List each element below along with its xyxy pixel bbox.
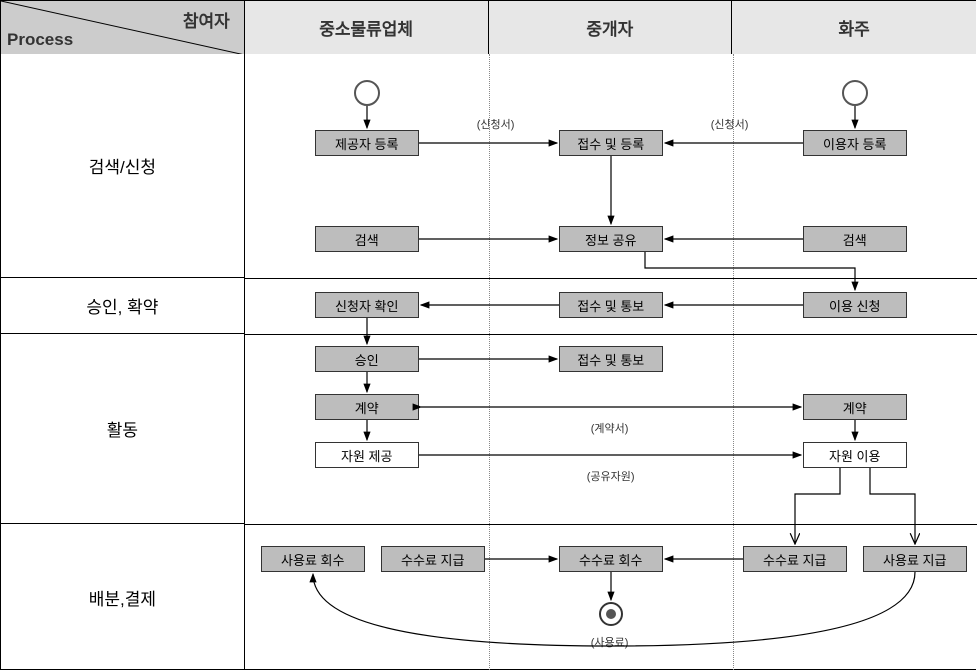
end-circle	[599, 602, 623, 626]
header-process: Process	[7, 30, 73, 50]
process-row-distribute: 배분,결제	[1, 524, 244, 670]
node-contract2: 계약	[803, 394, 907, 420]
node-use-apply: 이용 신청	[803, 292, 907, 318]
label-contract-doc: (계약서)	[591, 420, 629, 436]
process-row-search: 검색/신청	[1, 54, 244, 278]
hline-1	[245, 278, 977, 279]
node-receive-notify2: 접수 및 통보	[559, 346, 663, 372]
node-commission-pay1: 수수료 지급	[381, 546, 485, 572]
node-info-share: 정보 공유	[559, 226, 663, 252]
node-provider-reg: 제공자 등록	[315, 130, 419, 156]
label-shared-res: (공유자원)	[587, 468, 635, 484]
header-participants: 참여자	[183, 7, 230, 32]
content-area: 제공자 등록 접수 및 등록 이용자 등록 검색 정보 공유 검색 신청자 확인…	[245, 54, 976, 670]
node-commission-recover: 수수료 회수	[559, 546, 663, 572]
node-applicant-check: 신청자 확인	[315, 292, 419, 318]
node-commission-pay2: 수수료 지급	[743, 546, 847, 572]
node-resource-provide: 자원 제공	[315, 442, 419, 468]
label-app1: (신청서)	[477, 116, 515, 132]
label-app2: (신청서)	[711, 116, 749, 132]
body-area: 검색/신청 승인, 확약 활동 배분,결제 제공자 등록 접수 및 등록 이용자…	[1, 54, 976, 670]
header-col2: 중개자	[489, 1, 733, 54]
process-column: 검색/신청 승인, 확약 활동 배분,결제	[1, 54, 245, 670]
node-contract1: 계약	[315, 394, 419, 420]
hline-2	[245, 334, 977, 335]
vline-1	[489, 54, 490, 670]
node-fee-pay: 사용료 지급	[863, 546, 967, 572]
node-receive-notify1: 접수 및 통보	[559, 292, 663, 318]
process-row-activity: 활동	[1, 334, 244, 524]
node-search1: 검색	[315, 226, 419, 252]
vline-2	[733, 54, 734, 670]
node-fee-recover: 사용료 회수	[261, 546, 365, 572]
label-usage-fee: (사용료)	[591, 634, 629, 650]
node-approve: 승인	[315, 346, 419, 372]
header-diagonal: 참여자 Process	[1, 1, 245, 54]
node-resource-use: 자원 이용	[803, 442, 907, 468]
header-col1: 중소물류업체	[245, 1, 489, 54]
node-user-reg: 이용자 등록	[803, 130, 907, 156]
start-circle-2	[842, 80, 868, 106]
header-row: 참여자 Process 중소물류업체 중개자 화주	[1, 0, 976, 54]
start-circle-1	[354, 80, 380, 106]
node-search2: 검색	[803, 226, 907, 252]
process-diagram: 참여자 Process 중소물류업체 중개자 화주 검색/신청 승인, 확약 활…	[0, 0, 976, 670]
hline-3	[245, 524, 977, 525]
node-receive-reg: 접수 및 등록	[559, 130, 663, 156]
header-col3: 화주	[732, 1, 976, 54]
process-row-approve: 승인, 확약	[1, 278, 244, 334]
